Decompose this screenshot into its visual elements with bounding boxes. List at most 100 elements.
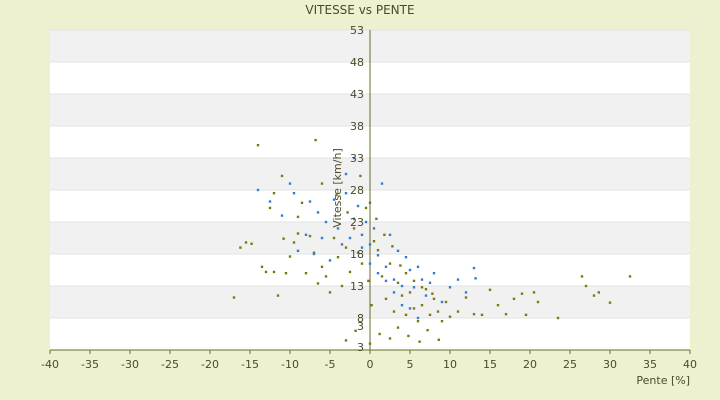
y-tick-label: 3 (357, 341, 364, 354)
y-tick-label: 23 (350, 216, 364, 229)
data-point-blue (432, 272, 436, 275)
x-tick-label: 30 (603, 358, 617, 371)
data-point-blue (420, 278, 424, 281)
data-point-blue (340, 243, 344, 246)
data-point-olive (282, 237, 285, 240)
data-point-blue (288, 182, 292, 185)
data-point-olive (320, 182, 324, 185)
data-point-olive (426, 328, 429, 332)
data-point-blue (416, 265, 420, 268)
x-tick-labels: -40 -35 -30 -25 -20 -15 -10 -5 0 5 10 15 20 25 30 35 40 (41, 358, 697, 371)
data-point-olive (391, 245, 394, 248)
data-point-blue (384, 265, 388, 268)
data-point-olive (416, 320, 420, 323)
data-point-blue (368, 262, 372, 265)
y-axis-label: Vitesse [km/h] (331, 148, 344, 228)
data-point-olive (360, 262, 364, 265)
data-point-blue (384, 279, 388, 283)
data-point-olive (304, 272, 308, 275)
y-tick-label: 43 (350, 88, 364, 101)
data-point-blue (296, 249, 300, 252)
x-tick-label: -5 (325, 358, 336, 371)
data-point-olive (488, 288, 492, 292)
data-point-olive (296, 232, 300, 235)
data-point-olive (239, 246, 242, 249)
data-point-blue (416, 316, 420, 320)
data-point-olive (399, 264, 402, 267)
data-point-olive (464, 296, 468, 299)
data-point-olive (424, 288, 428, 291)
data-point-blue (352, 217, 356, 220)
data-point-olive (284, 272, 288, 275)
y-tick-label: 18 (350, 248, 364, 261)
data-point-olive (412, 279, 416, 283)
x-tick-label: 10 (443, 358, 457, 371)
data-point-olive (407, 334, 410, 338)
data-point-olive (448, 315, 452, 318)
data-point-olive (335, 193, 338, 197)
data-point-blue (392, 291, 396, 294)
x-tick-label: -10 (281, 358, 299, 371)
data-point-blue (392, 278, 396, 281)
data-point-olive (536, 300, 540, 304)
data-point-blue (376, 272, 380, 275)
data-point-olive (388, 262, 392, 265)
data-point-olive (314, 138, 317, 142)
data-point-olive (404, 313, 408, 316)
data-point-olive (324, 275, 328, 278)
data-point-olive (244, 241, 248, 244)
data-point-olive (316, 282, 320, 285)
data-point-olive (608, 301, 612, 304)
data-point-blue (400, 284, 404, 288)
data-point-olive (597, 291, 600, 294)
data-point-blue (472, 266, 476, 270)
x-tick-label: -15 (241, 358, 259, 371)
data-points (232, 138, 632, 345)
data-point-blue (324, 220, 328, 224)
data-point-blue (368, 243, 372, 246)
data-point-olive (272, 270, 276, 274)
data-point-olive (312, 251, 316, 254)
x-tick-label: 40 (683, 358, 697, 371)
data-point-blue (400, 304, 404, 307)
data-point-blue (316, 211, 320, 214)
data-point-olive (472, 312, 476, 316)
data-point-olive (368, 201, 372, 204)
data-point-olive (404, 272, 408, 275)
data-point-olive (524, 313, 528, 316)
data-point-olive (480, 313, 484, 316)
data-point-olive (376, 248, 380, 252)
data-point-olive (428, 313, 432, 316)
data-point-olive (344, 339, 348, 342)
data-point-blue (474, 277, 477, 280)
data-point-olive (354, 329, 357, 332)
data-point-blue (448, 286, 452, 289)
data-point-olive (328, 291, 332, 294)
data-point-olive (352, 227, 356, 230)
data-point-blue (440, 300, 444, 304)
data-point-olive (340, 284, 344, 288)
data-point-olive (378, 332, 381, 336)
y-tick-label: 38 (350, 120, 364, 133)
data-point-olive (396, 281, 400, 284)
y-tick-label: 8 (357, 312, 364, 325)
x-tick-label: -35 (81, 358, 99, 371)
data-point-olive (556, 316, 560, 320)
data-point-olive (292, 241, 296, 244)
x-tick-label: 5 (407, 358, 414, 371)
data-point-blue (360, 246, 364, 249)
data-point-olive (456, 310, 460, 313)
data-point-olive (372, 240, 376, 243)
data-point-blue (280, 214, 284, 217)
data-point-olive (432, 297, 436, 300)
data-point-olive (504, 312, 508, 316)
data-point-olive (256, 144, 260, 147)
data-point-olive (346, 211, 349, 214)
data-point-blue (328, 259, 332, 262)
data-point-blue (412, 286, 416, 289)
data-point-olive (584, 284, 588, 288)
data-point-olive (420, 286, 424, 289)
data-point-olive (308, 234, 312, 238)
data-point-blue (408, 268, 412, 272)
